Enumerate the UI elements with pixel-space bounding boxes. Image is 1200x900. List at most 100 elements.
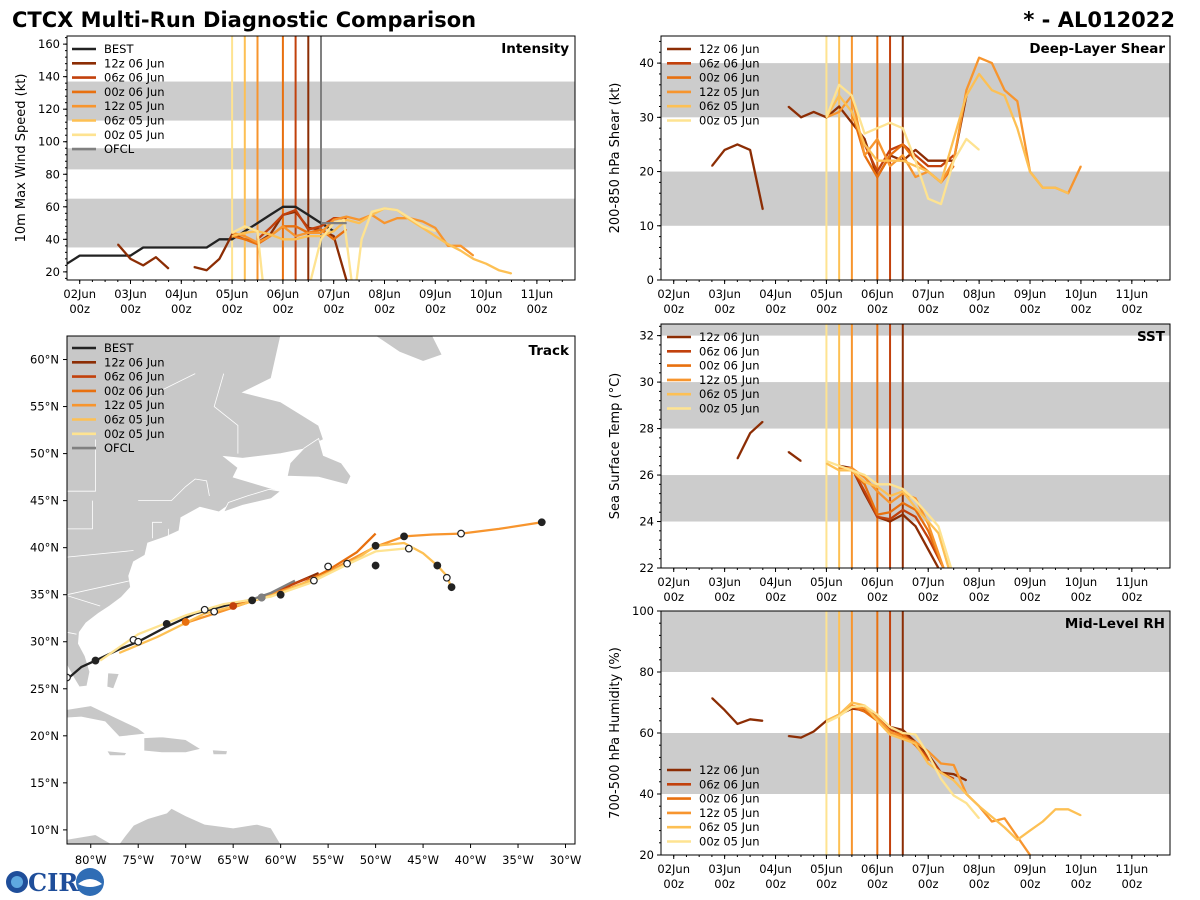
sst-point-06z-05-jun bbox=[889, 495, 891, 497]
intensity-point-best bbox=[142, 246, 144, 249]
rh-point-00z-05-jun bbox=[953, 794, 955, 797]
sst-ytick-label: 26 bbox=[639, 468, 654, 482]
rh-point-00z-05-jun bbox=[940, 778, 942, 780]
rh-point-12z-06-jun bbox=[800, 736, 802, 739]
shear-point-06z-05-jun bbox=[838, 95, 840, 97]
rh-point-06z-05-jun bbox=[927, 762, 929, 765]
intensity-point-ofcl bbox=[320, 222, 322, 224]
track-ytick-label: 20°N bbox=[30, 729, 59, 743]
shear-point-12z-06-jun bbox=[864, 138, 866, 140]
rh-xtick-label-hour: 00z bbox=[765, 877, 786, 891]
intensity-point-best bbox=[256, 222, 259, 224]
track-position-marker bbox=[433, 561, 442, 570]
sst-point-00z-05-jun bbox=[851, 469, 853, 471]
shear-legend-label-06z-06-jun: 06z 06 Jun bbox=[699, 56, 760, 70]
intensity-point-best bbox=[104, 255, 106, 257]
intensity-point-06z-05-jun bbox=[510, 272, 513, 275]
admin-border bbox=[67, 631, 77, 635]
intensity-legend-label-12z-05-jun: 12z 05 Jun bbox=[104, 99, 165, 113]
shear-xtick-label-hour: 00z bbox=[714, 302, 735, 316]
rh-point-06z-05-jun bbox=[953, 779, 955, 781]
track-position-marker bbox=[210, 607, 219, 616]
shear-xtick-label-hour: 00z bbox=[765, 302, 786, 316]
intensity-point-00z-06-jun bbox=[320, 228, 322, 231]
rh-series-12z-06-jun bbox=[711, 697, 763, 726]
intensity-legend-label-best: BEST bbox=[104, 42, 134, 56]
sst-point-00z-05-jun bbox=[876, 483, 878, 485]
shear-xtick-label-hour: 00z bbox=[1121, 302, 1142, 316]
track-ytick-label: 40°N bbox=[30, 541, 59, 555]
intensity-point-12z-06-jun bbox=[231, 233, 233, 236]
sst-point-06z-05-jun bbox=[864, 481, 866, 483]
shear-series-06z-06-jun bbox=[863, 143, 955, 173]
shear-point-06z-05-jun bbox=[1042, 187, 1044, 189]
shear-point-00z-06-jun bbox=[902, 143, 904, 146]
shear-point-06z-05-jun bbox=[864, 143, 866, 146]
intensity-point-best bbox=[117, 255, 119, 257]
rh-point-12z-05-jun bbox=[940, 762, 942, 765]
rh-point-06z-05-jun bbox=[978, 805, 980, 807]
intensity-point-best bbox=[193, 246, 195, 249]
rh-point-06z-05-jun bbox=[1054, 808, 1057, 810]
shear-point-12z-06-jun bbox=[749, 149, 751, 151]
shear-xtick-label-hour: 00z bbox=[969, 302, 990, 316]
sst-point-00z-05-jun bbox=[927, 513, 929, 516]
rh-ytick-label: 100 bbox=[632, 604, 654, 618]
cira-logo: CIRA bbox=[6, 868, 104, 897]
sst-point-00z-06-jun bbox=[876, 513, 878, 516]
greenland-land bbox=[374, 336, 443, 362]
track-ytick-label: 15°N bbox=[30, 776, 59, 790]
rh-point-00z-05-jun bbox=[978, 817, 980, 820]
intensity-point-06z-06-jun bbox=[269, 227, 271, 229]
shear-xtick-label-hour: 00z bbox=[1020, 302, 1041, 316]
rh-band-1 bbox=[661, 611, 1170, 672]
intensity-point-12z-05-jun bbox=[345, 215, 347, 218]
shear-point-06z-05-jun bbox=[1054, 187, 1057, 189]
intensity-point-00z-05-jun bbox=[409, 217, 411, 219]
shear-series-06z-05-jun bbox=[825, 72, 1069, 195]
shear-title: Deep-Layer Shear bbox=[1029, 41, 1165, 57]
track-xtick-label: 70°W bbox=[170, 853, 202, 867]
intensity-point-best bbox=[180, 246, 182, 249]
sst-point-06z-05-jun bbox=[876, 486, 878, 488]
shear-point-00z-05-jun bbox=[902, 127, 904, 129]
sst-point-00z-05-jun bbox=[838, 465, 840, 467]
shear-point-12z-05-jun bbox=[876, 138, 878, 140]
track-position-marker bbox=[447, 583, 456, 592]
track-xtick-label: 45°W bbox=[407, 853, 439, 867]
sst-xtick-label-hour: 00z bbox=[867, 590, 888, 604]
intensity-point-ofcl bbox=[333, 222, 335, 224]
rh-xtick-label-day: 03Jun bbox=[708, 862, 741, 876]
rh-ytick-label: 80 bbox=[639, 665, 654, 679]
sst-band-2 bbox=[661, 324, 1170, 336]
shear-point-06z-05-jun bbox=[876, 160, 878, 162]
rh-point-00z-05-jun bbox=[927, 753, 929, 755]
shear-point-12z-06-jun bbox=[927, 160, 929, 162]
shear-point-12z-06-jun bbox=[762, 208, 764, 211]
track-legend-label-06z-05-jun: 06z 05 Jun bbox=[104, 413, 165, 427]
track-frame bbox=[66, 335, 576, 845]
intensity-xtick-label-day: 11Jun bbox=[521, 287, 554, 301]
track-plot-area bbox=[67, 336, 575, 844]
rh-point-06z-05-jun bbox=[940, 772, 942, 774]
shear-xtick-label-day: 08Jun bbox=[963, 287, 996, 301]
intensity-ytick-label: 20 bbox=[45, 265, 60, 279]
intensity-xtick-label-day: 07Jun bbox=[317, 287, 350, 301]
sst-legend-label-06z-06-jun: 06z 06 Jun bbox=[699, 344, 760, 358]
shear-xtick-label-day: 06Jun bbox=[861, 287, 894, 301]
sst-panel: 22242628303202Jun00z03Jun00z04Jun00z05Ju… bbox=[608, 323, 1171, 604]
track-position-marker bbox=[200, 605, 209, 614]
intensity-point-12z-05-jun bbox=[396, 217, 398, 219]
sst-point-06z-06-jun bbox=[927, 537, 929, 539]
shear-point-12z-05-jun bbox=[965, 89, 968, 91]
sst-point-00z-06-jun bbox=[927, 530, 929, 532]
shear-point-12z-06-jun bbox=[787, 105, 789, 108]
intensity-point-best bbox=[295, 206, 297, 208]
rh-point-12z-06-jun bbox=[724, 709, 726, 711]
intensity-point-12z-05-jun bbox=[358, 219, 360, 221]
intensity-point-06z-05-jun bbox=[269, 233, 271, 236]
sst-series-00z-06-jun bbox=[851, 469, 945, 568]
rh-xtick-label-hour: 00z bbox=[1071, 877, 1092, 891]
track-position-marker bbox=[181, 618, 190, 626]
sst-point-12z-05-jun bbox=[889, 502, 891, 504]
